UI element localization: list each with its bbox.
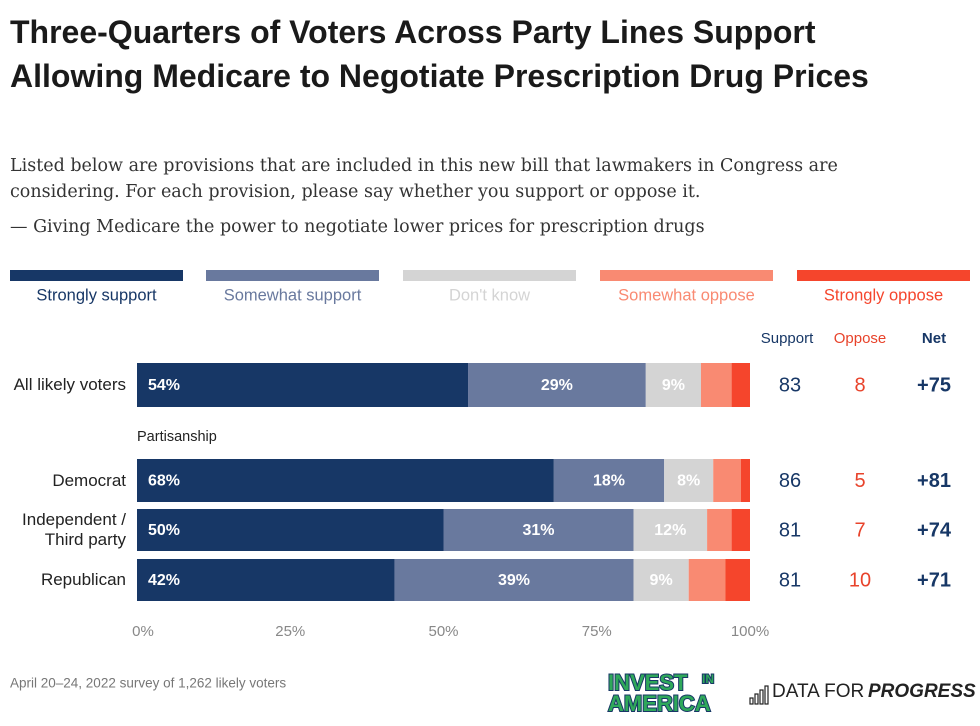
logo-text: INVEST [608, 670, 688, 695]
row-label: Republican [40, 570, 126, 589]
x-tick-label: 25% [275, 623, 305, 640]
bar-segment [394, 559, 634, 601]
bar-segment [713, 459, 741, 502]
data-label: 12% [654, 522, 686, 539]
data-label: 54% [148, 377, 180, 394]
data-label: 9% [662, 377, 685, 394]
bar-segment [700, 363, 732, 407]
x-tick-label: 0% [132, 623, 154, 640]
footnote: April 20–24, 2022 survey of 1,262 likely… [10, 676, 286, 691]
question: — Giving Medicare the power to negotiate… [10, 217, 705, 237]
logo-text: DATA FOR [772, 681, 864, 702]
column-value: 7 [854, 519, 865, 541]
row-label: Democrat [52, 470, 126, 490]
column-header: Support [761, 330, 814, 347]
logo-text: AMERICA [608, 691, 711, 716]
bar-segment [137, 363, 469, 407]
legend-swatch [403, 270, 576, 281]
data-label: 8% [677, 473, 700, 490]
chart-subtitle: Listed below are provisions that are inc… [10, 156, 838, 202]
column-header: Oppose [834, 330, 887, 347]
group-label: Partisanship [137, 429, 217, 445]
column-header: Net [922, 330, 946, 347]
row-label: Independent / Third party [22, 510, 126, 549]
bar-segment [664, 459, 714, 502]
data-label: 29% [541, 377, 573, 394]
bar-segment [688, 559, 726, 601]
data-label: 31% [522, 522, 554, 539]
bar-segment [633, 559, 689, 601]
logo-icon [764, 685, 769, 705]
legend-label: Strongly support [36, 286, 157, 304]
data-label: 18% [593, 473, 625, 490]
data-label: 68% [148, 473, 180, 490]
legend-label: Somewhat oppose [618, 286, 755, 304]
legend-swatch [600, 270, 773, 281]
logo-icon [754, 693, 759, 705]
x-tick-label: 50% [428, 623, 458, 640]
legend-label: Don't know [449, 286, 530, 304]
column-value: +74 [917, 519, 952, 541]
bar-segment [137, 509, 444, 551]
bar-segment [553, 459, 665, 502]
data-label: 50% [148, 522, 180, 539]
legend-label: Strongly oppose [824, 286, 943, 304]
data-label: 42% [148, 572, 180, 589]
column-value: 86 [779, 470, 801, 492]
bar-segment [468, 363, 646, 407]
logo-icon [759, 689, 764, 705]
data-label: 9% [650, 572, 673, 589]
bar-segment [731, 509, 750, 551]
column-value: 5 [854, 470, 865, 492]
column-value: 81 [779, 519, 801, 541]
bar-segment [731, 363, 750, 407]
bar-segment [740, 459, 750, 502]
column-value: 8 [854, 374, 865, 396]
x-tick-label: 100% [731, 623, 769, 640]
column-value: 10 [849, 569, 871, 591]
column-value: +75 [917, 374, 951, 396]
legend-swatch [206, 270, 379, 281]
x-tick-label: 75% [582, 623, 612, 640]
bar-segment [645, 363, 701, 407]
logo-icon [749, 697, 754, 705]
legend-label: Somewhat support [224, 286, 362, 304]
bar-segment [443, 509, 634, 551]
logo-text: IN [702, 672, 714, 686]
column-value: +81 [917, 470, 951, 492]
bar-segment [137, 459, 554, 502]
legend-swatch [797, 270, 970, 281]
column-value: +71 [917, 569, 951, 591]
chart-title: Three-Quarters of Voters Across Party Li… [10, 14, 869, 94]
bar-segment [725, 559, 750, 601]
bar-segment [633, 509, 708, 551]
row-label: All likely voters [13, 375, 126, 394]
bar-segment [137, 559, 395, 601]
data-label: 39% [498, 572, 530, 589]
bar-segment [707, 509, 732, 551]
logo-text: PROGRESS [868, 681, 976, 702]
column-value: 81 [779, 569, 801, 591]
legend-swatch [10, 270, 183, 281]
column-value: 83 [779, 374, 801, 396]
